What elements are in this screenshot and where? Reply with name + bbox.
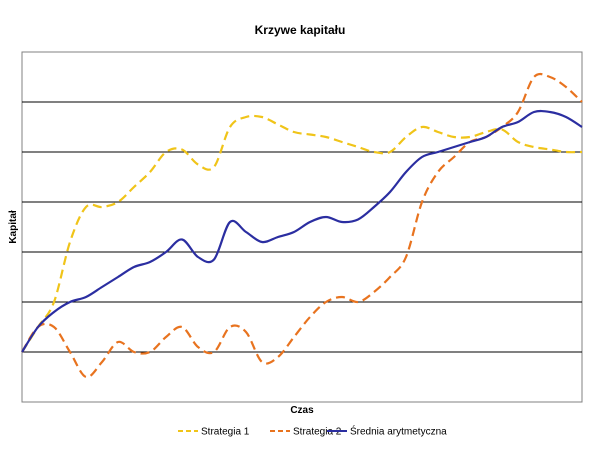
series-line-2: [21, 109, 583, 353]
legend-item-2: Średnia arytmetyczna: [327, 425, 447, 438]
x-axis-label: Czas: [290, 405, 314, 416]
series-lines: [21, 72, 583, 379]
chart-title: Krzywe kapitału: [255, 23, 346, 37]
y-axis-label: Kapitał: [8, 210, 19, 244]
legend-item-1: Strategia 2: [270, 427, 342, 438]
gridlines: [22, 101, 582, 353]
legend-label-2: Średnia arytmetyczna: [350, 425, 447, 438]
legend: Strategia 1 Strategia 2 Średnia arytmetycz…: [178, 425, 447, 438]
legend-label-0: Strategia 1: [201, 427, 250, 438]
legend-label-1: Strategia 2: [293, 427, 342, 438]
legend-item-0: Strategia 1: [178, 427, 250, 438]
